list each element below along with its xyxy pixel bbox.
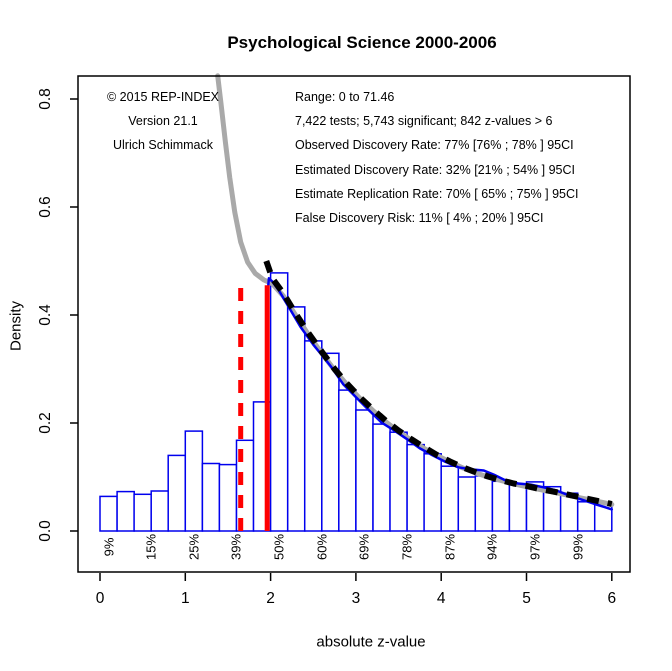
stat-line-replication-rate: Estimate Replication Rate: 70% [ 65% ; 7… [295, 187, 579, 201]
histogram-bar [321, 352, 340, 532]
x-tick-label: 2 [266, 590, 275, 607]
power-label: 60% [314, 533, 330, 561]
histogram-bar [150, 490, 170, 532]
y-axis-title: Density [7, 300, 25, 352]
power-label: 69% [356, 533, 372, 561]
stat-line-estimated-rate: Estimated Discovery Rate: 32% [21% ; 54%… [295, 163, 575, 177]
y-tick-label: 0.8 [37, 88, 54, 110]
model-density-grey-curve [215, 73, 615, 507]
histogram-bar [184, 430, 204, 532]
histogram-bar [201, 462, 221, 532]
histogram-bar [491, 480, 511, 532]
credit-line-author: Ulrich Schimmack [112, 138, 214, 152]
histogram-bar [389, 431, 408, 532]
histogram-bar [406, 443, 425, 532]
y-tick-label: 0.0 [37, 520, 54, 542]
x-tick-label: 6 [607, 590, 617, 607]
power-label: 50% [271, 533, 287, 561]
histogram-bar [474, 475, 494, 532]
plot-box [77, 75, 631, 573]
histogram-bar [372, 423, 391, 532]
stat-line-observed-rate: Observed Discovery Rate: 77% [76% ; 78% … [295, 138, 574, 152]
histogram-bar [218, 463, 238, 532]
x-axis-title: absolute z-value [316, 633, 426, 651]
chart-title: Psychological Science 2000-2006 [227, 33, 497, 52]
power-label: 15% [143, 533, 159, 561]
x-tick-label: 5 [522, 590, 531, 607]
histogram-bar [508, 483, 528, 532]
power-label: 25% [186, 533, 202, 561]
histogram-bar [440, 465, 460, 532]
power-label: 97% [527, 533, 543, 561]
histogram-bar [576, 501, 596, 532]
histogram-bar [116, 490, 135, 532]
power-label: 87% [442, 533, 458, 561]
power-label: 94% [484, 533, 500, 561]
credit-line-version: Version 21.1 [128, 114, 198, 128]
histogram-bar [355, 409, 374, 532]
y-tick-label: 0.6 [37, 196, 54, 218]
credit-line-copyright: © 2015 REP-INDEX [106, 90, 220, 104]
stat-line-range: Range: 0 to 71.46 [295, 90, 395, 104]
power-label: 78% [399, 533, 415, 561]
power-label: 39% [228, 533, 244, 561]
histogram-bar [303, 340, 323, 532]
x-tick-label: 4 [436, 590, 446, 607]
histogram-bar [133, 493, 152, 532]
power-label: 99% [570, 533, 586, 561]
histogram-bar [286, 306, 306, 532]
histogram-bar [338, 389, 357, 532]
x-tick-label: 1 [180, 590, 190, 607]
histogram-bar [423, 453, 442, 532]
histogram-bar [167, 454, 187, 532]
histogram-bar [99, 495, 118, 532]
histogram-bar [269, 272, 289, 532]
y-tick-label: 0.2 [37, 412, 54, 434]
histogram-bar [457, 476, 477, 532]
x-tick-label: 3 [351, 590, 361, 607]
y-tick-label: 0.4 [37, 304, 54, 326]
stat-line-fdr: False Discovery Risk: 11% [ 4% ; 20% ] 9… [295, 211, 544, 225]
power-label: 9% [101, 537, 117, 557]
stat-line-tests: 7,422 tests; 5,743 significant; 842 z-va… [295, 114, 553, 128]
predicted-density-black-dashed-curve [263, 260, 613, 507]
x-tick-label: 0 [95, 590, 105, 607]
